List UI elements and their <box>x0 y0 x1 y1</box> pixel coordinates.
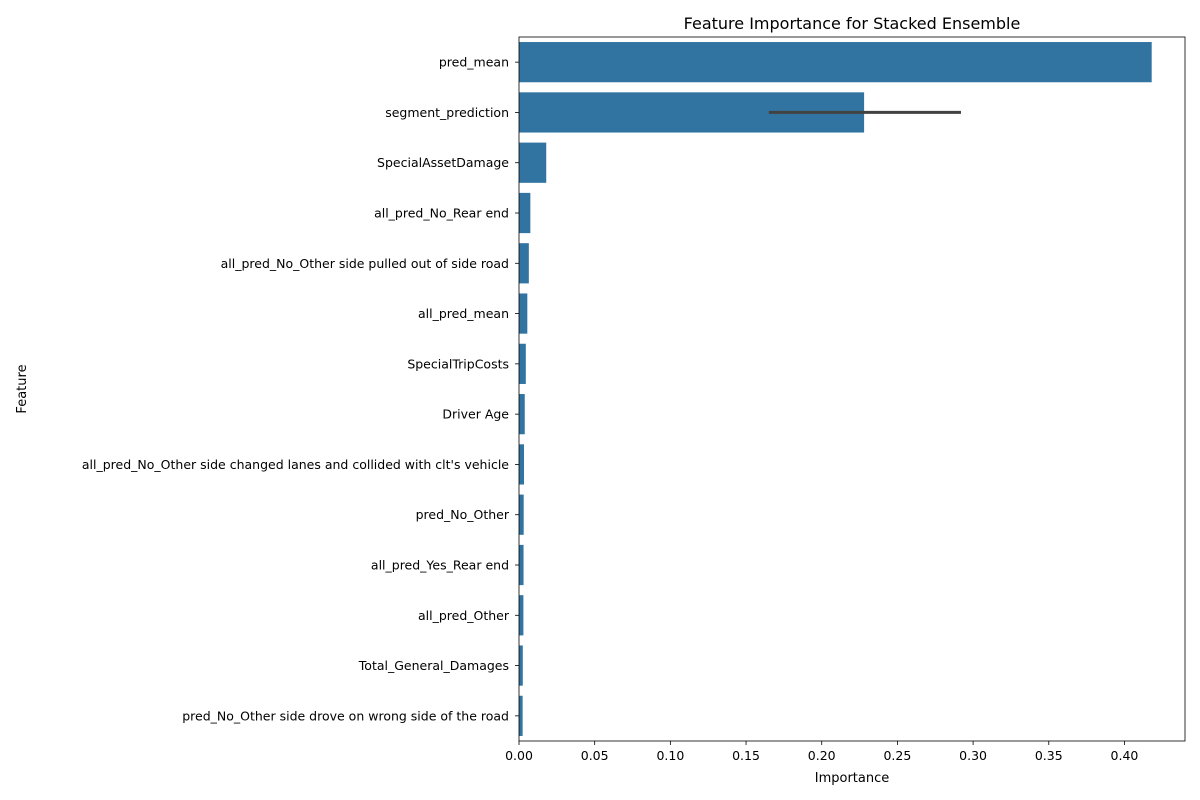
bar-10 <box>519 544 524 586</box>
bar-4 <box>519 243 529 284</box>
x-tick-label-5: 0.25 <box>883 748 911 763</box>
y-axis-label: Feature <box>15 364 30 413</box>
chart-title: Feature Importance for Stacked Ensemble <box>684 14 1021 33</box>
x-tick-label-6: 0.30 <box>959 748 987 763</box>
bar-2 <box>519 142 547 183</box>
bars-group <box>519 42 1152 736</box>
bar-8 <box>519 444 524 485</box>
y-tick-label-8: all_pred_No_Other side changed lanes and… <box>82 457 509 472</box>
bar-0 <box>519 42 1152 83</box>
x-axis-label: Importance <box>815 771 890 786</box>
y-tick-label-12: Total_General_Damages <box>358 658 509 673</box>
plot-frame <box>518 36 1186 742</box>
x-ticks-group: 0.00 0.05 0.10 0.15 0.20 0.25 0.30 0.35 0.40 <box>505 741 1138 763</box>
x-tick-label-7: 0.35 <box>1035 748 1063 763</box>
y-tick-label-4: all_pred_No_Other side pulled out of sid… <box>221 256 509 271</box>
x-tick-label-1: 0.05 <box>581 748 609 763</box>
y-tick-label-13: pred_No_Other side drove on wrong side o… <box>182 708 509 723</box>
x-tick-label-0: 0.00 <box>505 748 533 763</box>
bar-3 <box>519 192 531 234</box>
x-tick-label-3: 0.15 <box>732 748 760 763</box>
y-tick-label-5: all_pred_mean <box>418 306 509 321</box>
y-tick-label-10: all_pred_Yes_Rear end <box>371 558 509 573</box>
bar-6 <box>519 343 526 384</box>
y-tick-label-9: pred_No_Other <box>416 507 510 522</box>
x-tick-label-4: 0.20 <box>808 748 836 763</box>
y-tick-label-11: all_pred_Other <box>418 608 510 623</box>
bar-9 <box>519 494 524 535</box>
bar-11 <box>519 595 524 636</box>
y-tick-label-1: segment_prediction <box>385 105 509 120</box>
bar-13 <box>519 695 523 736</box>
x-tick-label-2: 0.10 <box>656 748 684 763</box>
y-tick-label-6: SpecialTripCosts <box>407 356 509 371</box>
bar-5 <box>519 293 528 334</box>
y-tick-label-0: pred_mean <box>439 55 509 70</box>
y-tick-label-7: Driver Age <box>442 407 509 422</box>
x-tick-label-8: 0.40 <box>1111 748 1139 763</box>
bar-7 <box>519 394 525 435</box>
y-ticks-group: pred_mean segment_prediction SpecialAssetD… <box>82 55 519 723</box>
y-tick-label-3: all_pred_No_Rear end <box>374 206 509 221</box>
bar-12 <box>519 645 523 686</box>
y-tick-label-2: SpecialAssetDamage <box>377 155 509 170</box>
